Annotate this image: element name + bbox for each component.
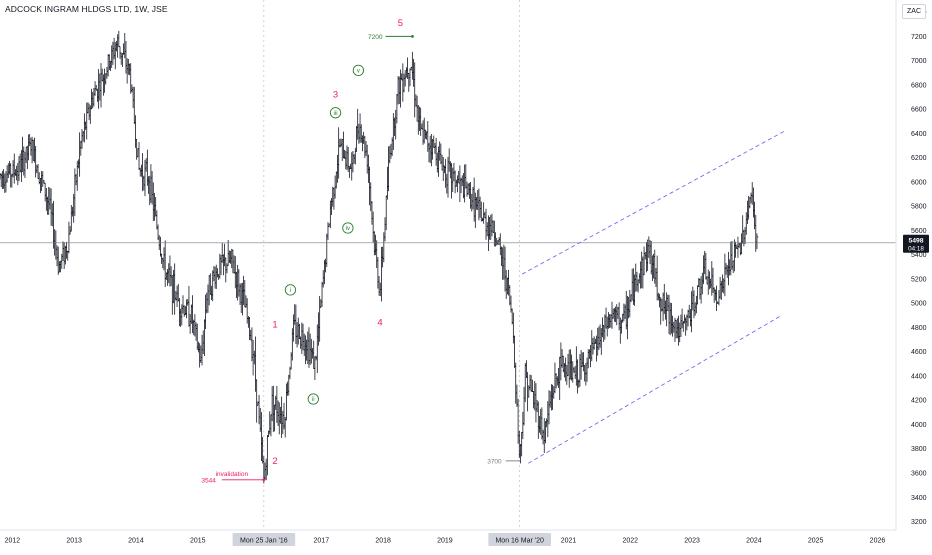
wave-label: 1 [272, 319, 277, 330]
price-tick-label: 5000 [911, 301, 927, 308]
price-tick-label: 7200 [911, 34, 927, 41]
price-tick-label: 6000 [911, 179, 927, 186]
time-tick-label: 2014 [128, 538, 144, 545]
subwave-label: i [290, 288, 291, 294]
price-tick-label: 6400 [911, 131, 927, 138]
invalidation-price-label: 3544 [201, 477, 216, 484]
subwave-circle [352, 64, 365, 76]
time-tick-label: Mon 25 Jan '16 [240, 538, 288, 545]
price-tick-label: 4800 [911, 325, 927, 332]
subwave-circle [284, 284, 297, 296]
time-tick-label: 2018 [375, 538, 391, 545]
wave5-high-dot [411, 34, 414, 38]
time-tick-label: 2012 [5, 538, 21, 545]
subwave-circle [342, 222, 354, 234]
price-tick-label: 4400 [911, 373, 927, 380]
wave-label: 2 [272, 456, 277, 467]
price-tick-label: 7000 [911, 58, 927, 65]
wave-label: 5 [398, 18, 403, 29]
subwave-label: ii [312, 397, 315, 403]
time-tick-label: 2015 [190, 538, 206, 545]
time-tick-label: 2022 [623, 538, 639, 545]
price-tick-label: 6800 [911, 82, 927, 89]
subwave-circle [307, 393, 319, 405]
price-tick-label: 5800 [911, 204, 927, 211]
time-tick-label: Mon 16 Mar '20 [495, 538, 544, 545]
time-tick-label: 2024 [746, 538, 762, 545]
axis-layer: 3200 3400 3600 3800 4000 4200 4400 4600 4800 5000… [0, 0, 927, 546]
time-tick-label: 2021 [561, 538, 577, 545]
time-highlight-badge [488, 533, 551, 546]
current-price-value: 5498 [908, 237, 923, 244]
price-tick-label: 3400 [911, 495, 927, 502]
symbol-title[interactable]: ADCOCK INGRAM HLDGS LTD, 1W, JSE [5, 4, 168, 14]
price-tick-label: 3200 [911, 519, 927, 526]
time-tick-label: 2026 [870, 538, 886, 545]
price-bars-layer [0, 30, 759, 484]
time-tick-label: 2019 [437, 538, 453, 545]
current-price-badge [903, 234, 929, 253]
price-tick-label: 5400 [911, 252, 927, 259]
price-tick-label: 5200 [911, 276, 927, 283]
covid-low-label: 3700 [487, 458, 502, 465]
price-tick-label: 3800 [911, 446, 927, 453]
time-tick-label: 2017 [314, 538, 330, 545]
channel-upper-line [521, 130, 785, 275]
time-tick-label: 2013 [66, 538, 82, 545]
price-tick-label: 4000 [911, 422, 927, 429]
time-tick-label: 2023 [684, 538, 700, 545]
subwave-label: iv [346, 226, 350, 232]
drawing-overlay-layer: 549804:18invalidation35447200370012345ii… [0, 18, 929, 484]
invalidation-label: invalidation [216, 471, 249, 478]
price-tick-label: 4200 [911, 398, 927, 405]
currency-badge[interactable]: ZAC [902, 4, 926, 19]
subwave-circle [329, 107, 342, 119]
wave-label: 4 [377, 318, 382, 329]
price-tick-label: 4600 [911, 349, 927, 356]
price-tick-label: 6200 [911, 155, 927, 162]
price-tick-label: 5600 [911, 228, 927, 235]
invalidation-dot [262, 478, 266, 482]
price-countdown: 04:18 [908, 245, 924, 252]
wave5-high-label: 7200 [368, 34, 383, 41]
time-tick-label: 2025 [808, 538, 824, 545]
price-tick-label: 3600 [911, 470, 927, 477]
time-highlight-badge [232, 533, 296, 546]
subwave-label: v [357, 69, 360, 75]
price-tick-label: 6600 [911, 107, 927, 114]
wave-label: 3 [333, 90, 338, 101]
subwave-label: iii [334, 111, 338, 117]
